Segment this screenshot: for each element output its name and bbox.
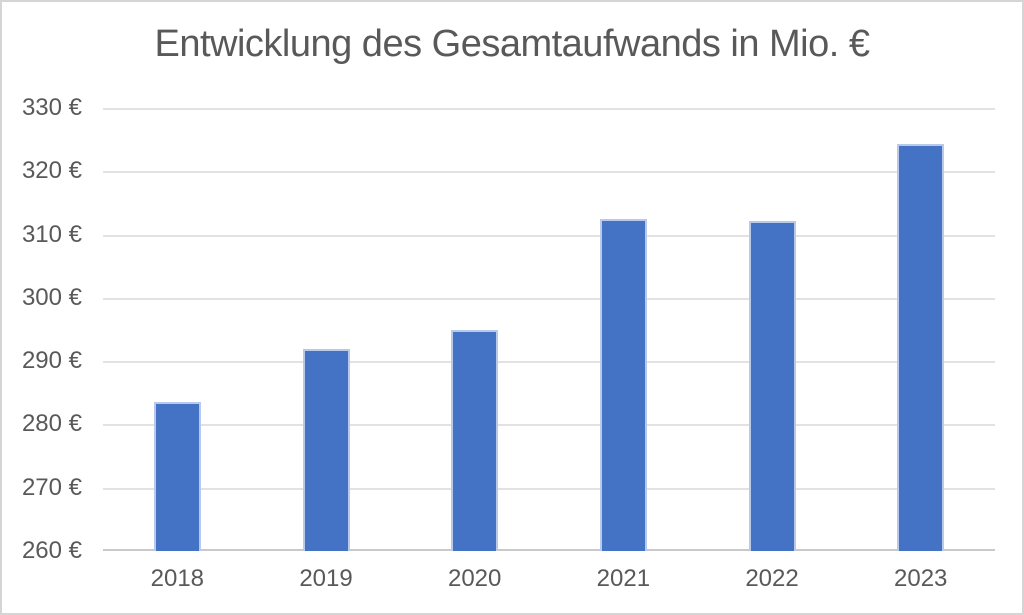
bar-2019 <box>302 348 350 551</box>
bars-row <box>103 108 995 551</box>
x-tick-label: 2022 <box>745 565 799 592</box>
bar-slot <box>698 108 847 551</box>
bar-2018 <box>153 402 201 551</box>
x-tick-label: 2021 <box>596 565 651 592</box>
gridline <box>103 234 995 237</box>
gridline <box>103 424 995 427</box>
gridline <box>103 297 995 300</box>
x-axis-line <box>103 549 995 551</box>
y-tick-label: 300 € <box>21 283 82 311</box>
y-tick-label: 310 € <box>21 220 82 248</box>
bar-slot <box>846 108 995 551</box>
bar-slot <box>252 108 401 551</box>
bar-2022 <box>748 220 796 551</box>
plot-area <box>103 108 995 551</box>
x-axis: 2018 2019 2020 2021 2022 2023 <box>103 564 995 594</box>
y-tick-label: 280 € <box>21 410 82 438</box>
x-tick-label: 2019 <box>299 565 353 592</box>
y-tick-label: 330 € <box>21 94 82 121</box>
y-tick-label: 270 € <box>21 473 82 501</box>
bar-slot <box>549 108 698 551</box>
bar-slot <box>103 108 252 551</box>
chart-title: Entwicklung des Gesamtaufwands in Mio. € <box>154 23 870 65</box>
y-tick-label: 320 € <box>21 157 82 185</box>
bar-2020 <box>451 329 499 551</box>
bar-slot <box>400 108 549 551</box>
y-tick-label: 290 € <box>21 347 82 375</box>
bar-2023 <box>897 144 945 551</box>
x-tick-label: 2020 <box>447 565 502 592</box>
y-axis: 330 € 320 € 310 € 300 € 290 € 280 € 270 € 260 € <box>2 94 82 564</box>
gridline <box>103 487 995 490</box>
gridline <box>103 108 995 110</box>
x-tick-label: 2018 <box>150 565 205 592</box>
gridline <box>103 361 995 364</box>
gridline <box>103 171 995 174</box>
x-tick-label: 2023 <box>894 565 948 592</box>
bar-2021 <box>599 219 647 551</box>
y-tick-label: 260 € <box>21 537 82 564</box>
